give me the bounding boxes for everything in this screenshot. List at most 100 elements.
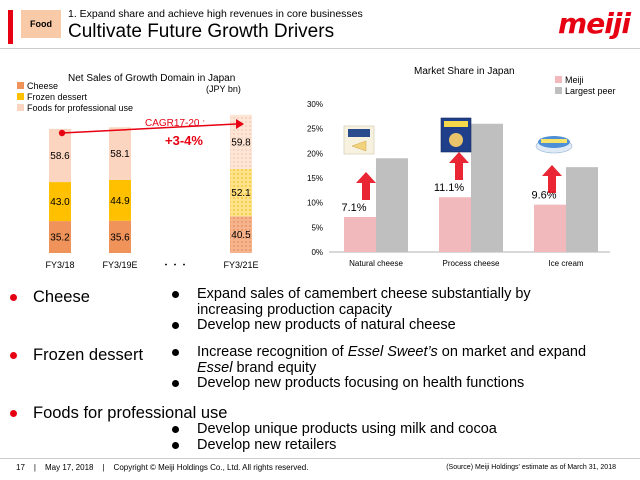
bar-label: 35.6 <box>110 232 130 243</box>
legend-swatch-meiji <box>555 76 562 83</box>
cagr-arrow-line <box>61 123 237 134</box>
legend-item-peer: Largest peer <box>555 85 616 96</box>
legend-item-cheese: Cheese <box>17 80 133 91</box>
bullet-dot <box>172 349 179 356</box>
bar-label: 59.8 <box>231 137 251 148</box>
bar-frozen <box>49 182 71 222</box>
bar-professional <box>109 127 131 180</box>
legend-item-professional: Foods for professional use <box>17 102 133 113</box>
list-item: Develop new products focusing on health … <box>172 375 524 391</box>
left-chart-legend: Cheese Frozen dessert Foods for professi… <box>17 80 133 113</box>
ice-cream-product-image <box>535 136 573 154</box>
list-item: Increase recognition of Essel Sweet’s on… <box>172 344 586 376</box>
cagr-label: CAGR17-20 : <box>145 118 205 129</box>
bar-label: 35.2 <box>50 233 70 244</box>
legend-swatch-peer <box>555 87 562 94</box>
bullet-dot <box>172 291 179 298</box>
ellipsis-dots: ・・・ <box>161 260 188 270</box>
category-label: FY3/21E <box>223 260 258 270</box>
legend-swatch-frozen <box>17 93 24 100</box>
bar-label: 43.0 <box>50 197 70 208</box>
right-chart-legend: Meiji Largest peer <box>555 74 616 96</box>
source-note: (Source) Meiji Holdings' estimate as of … <box>446 464 616 471</box>
bar-peer <box>471 123 503 252</box>
category-label: Process cheese <box>443 259 500 268</box>
section-heading-professional: Foods for professional use <box>10 404 227 423</box>
list-item: Develop new retailers <box>172 437 336 453</box>
footer-divider <box>0 458 640 459</box>
bar-meiji <box>439 197 471 252</box>
bar-peer <box>376 158 408 252</box>
bar-meiji <box>534 204 566 252</box>
section-heading-frozen: Frozen dessert <box>10 346 143 365</box>
bar-cheese <box>109 220 131 253</box>
footer-separator: | <box>33 463 36 472</box>
bar-label: 58.1 <box>110 149 130 160</box>
bar-frozen <box>109 179 131 221</box>
meiji-logo: meiji <box>558 7 631 40</box>
bar-label: 52.1 <box>231 188 251 199</box>
arrow-up-icon <box>356 172 376 200</box>
section-heading-cheese: Cheese <box>10 288 90 307</box>
bullet-dot <box>10 410 17 417</box>
y-tick-label: 15% <box>307 174 323 183</box>
bar-professional <box>49 128 71 183</box>
legend-swatch-cheese <box>17 82 24 89</box>
page-title: Cultivate Future Growth Drivers <box>68 21 335 42</box>
header-divider <box>0 48 640 49</box>
footer-separator: | <box>102 463 105 472</box>
bar-cheese <box>49 221 71 253</box>
bar-label: 40.5 <box>231 230 251 241</box>
category-label: FY3/19E <box>102 260 137 270</box>
bullet-dot <box>172 442 179 449</box>
category-label: FY3/18 <box>45 260 74 270</box>
footer: 17 | May 17, 2018 | Copyright © Meiji Ho… <box>16 463 308 472</box>
natural-cheese-product-image <box>343 125 375 155</box>
bar-label: 7.1% <box>341 202 366 214</box>
accent-bar <box>8 10 13 44</box>
bullet-dot <box>172 322 179 329</box>
bar-label: 11.1% <box>434 182 465 194</box>
left-chart-title: Net Sales of Growth Domain in Japan <box>68 73 236 84</box>
page-subtitle: 1. Expand share and achieve high revenue… <box>68 8 363 20</box>
bar-label: 58.6 <box>50 151 70 162</box>
legend-swatch-professional <box>17 104 24 111</box>
y-tick-label: 25% <box>307 125 323 134</box>
copyright: Copyright © Meiji Holdings Co., Ltd. All… <box>113 463 309 472</box>
y-tick-label: 30% <box>307 100 323 109</box>
list-item: Develop new products of natural cheese <box>172 317 456 333</box>
arrow-up-icon <box>449 152 469 180</box>
category-label: Natural cheese <box>349 259 403 268</box>
footer-date: May 17, 2018 <box>44 463 94 472</box>
section-tag: Food <box>21 10 61 38</box>
bar-frozen <box>230 169 252 217</box>
left-chart-unit: (JPY bn) <box>206 84 241 94</box>
list-item: Develop unique products using milk and c… <box>172 421 497 437</box>
page-number: 17 <box>16 463 25 472</box>
cagr-arrow-head <box>236 119 244 129</box>
list-item: Expand sales of camembert cheese substan… <box>172 286 531 318</box>
bar-cheese <box>230 216 252 253</box>
legend-item-meiji: Meiji <box>555 74 616 85</box>
arrow-up-icon <box>542 165 562 193</box>
y-tick-label: 20% <box>307 149 323 158</box>
bar-label: 44.9 <box>110 196 130 207</box>
cagr-arrow-start <box>58 129 66 137</box>
y-tick-label: 5% <box>311 223 323 232</box>
cagr-value: +3-4% <box>165 133 203 148</box>
bar-professional <box>230 114 252 170</box>
right-chart: 0% 5% 10% 15% 20% 25% 30% 7.1% Natural cheese 11… <box>307 100 610 268</box>
bullet-dot <box>10 352 17 359</box>
bullet-dot <box>172 380 179 387</box>
bullet-dot <box>10 294 17 301</box>
bullet-dot <box>172 426 179 433</box>
right-chart-title: Market Share in Japan <box>414 66 515 77</box>
y-tick-label: 0% <box>311 248 323 257</box>
bar-meiji <box>344 216 376 252</box>
y-tick-label: 10% <box>307 199 323 208</box>
legend-item-frozen: Frozen dessert <box>17 91 133 102</box>
process-cheese-product-image <box>440 117 472 153</box>
left-chart: 35.2 43.0 58.6 FY3/18 35.6 44.9 58.1 FY3/19E 40.… <box>45 114 259 270</box>
bar-peer <box>566 167 598 252</box>
category-label: Ice cream <box>548 259 583 268</box>
